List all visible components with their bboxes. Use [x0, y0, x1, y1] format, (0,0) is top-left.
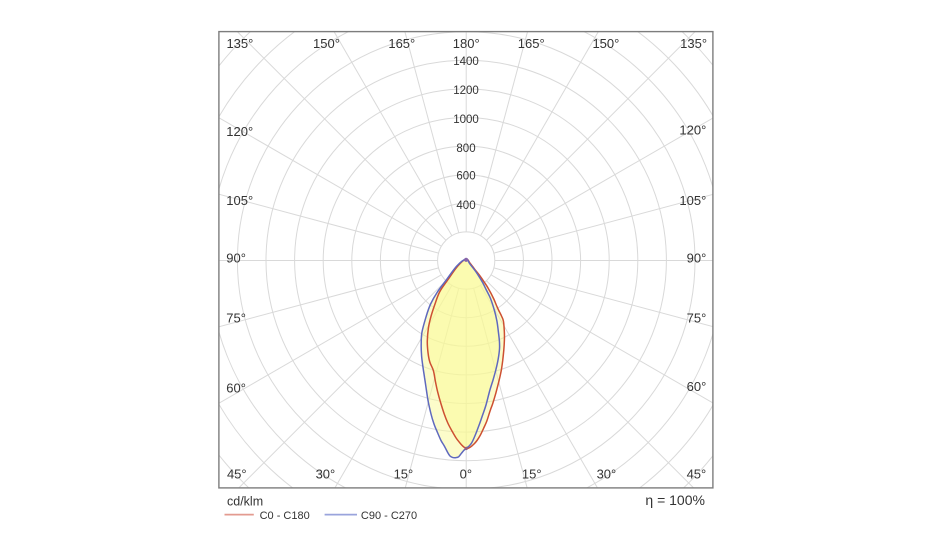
svg-text:45°: 45° [227, 466, 247, 481]
svg-text:1000: 1000 [453, 114, 479, 126]
svg-text:165°: 165° [518, 36, 545, 51]
svg-text:1200: 1200 [453, 85, 479, 97]
svg-text:165°: 165° [388, 36, 415, 51]
svg-text:15°: 15° [522, 466, 542, 481]
svg-text:600: 600 [456, 171, 475, 183]
svg-text:150°: 150° [313, 36, 340, 51]
svg-text:105°: 105° [226, 193, 253, 208]
svg-text:150°: 150° [592, 36, 619, 51]
svg-text:η = 100%: η = 100% [645, 492, 705, 508]
svg-text:135°: 135° [226, 36, 253, 51]
svg-text:60°: 60° [226, 381, 246, 396]
svg-text:90°: 90° [687, 250, 707, 265]
svg-text:120°: 120° [226, 124, 253, 139]
svg-text:C90 - C270: C90 - C270 [361, 510, 417, 522]
svg-text:C0 - C180: C0 - C180 [260, 510, 310, 522]
svg-text:90°: 90° [226, 250, 246, 265]
svg-text:75°: 75° [226, 310, 246, 325]
svg-text:60°: 60° [687, 379, 707, 394]
svg-text:15°: 15° [394, 466, 414, 481]
svg-text:1400: 1400 [453, 56, 479, 68]
svg-text:800: 800 [456, 143, 475, 155]
svg-text:400: 400 [456, 200, 475, 212]
svg-text:30°: 30° [597, 466, 617, 481]
svg-text:105°: 105° [679, 193, 706, 208]
svg-text:cd/klm: cd/klm [227, 495, 263, 509]
svg-text:180°: 180° [453, 36, 480, 51]
svg-text:0°: 0° [460, 466, 472, 481]
svg-text:45°: 45° [687, 466, 707, 481]
svg-text:30°: 30° [316, 466, 336, 481]
svg-text:135°: 135° [680, 36, 707, 51]
svg-text:75°: 75° [687, 310, 707, 325]
svg-text:120°: 120° [679, 122, 706, 137]
